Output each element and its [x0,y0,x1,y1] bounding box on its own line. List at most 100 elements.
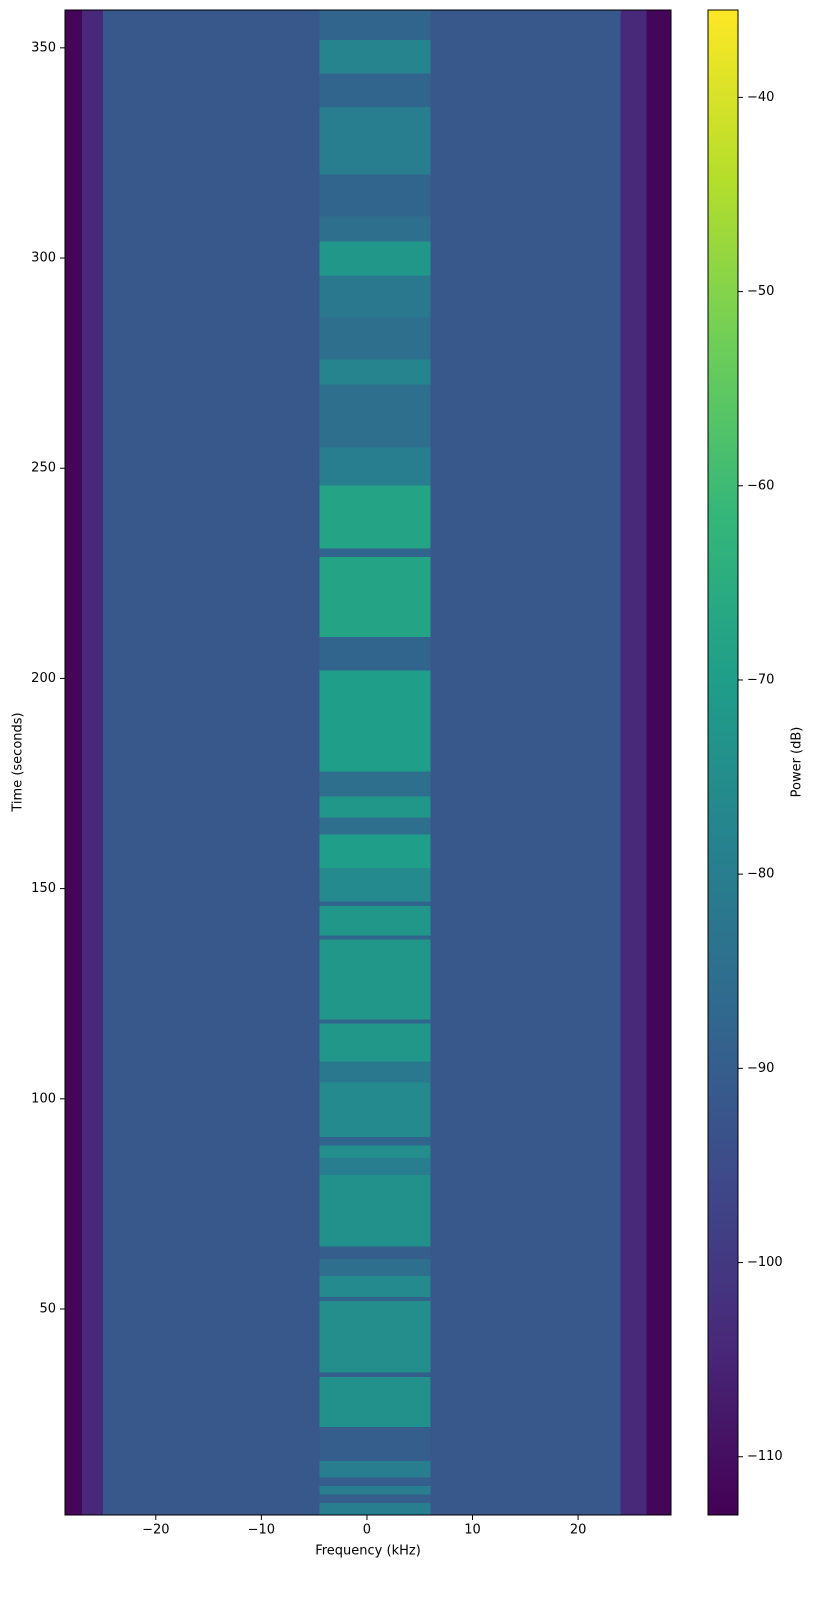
heatmap-cell [103,670,320,772]
heatmap-cell [620,1493,648,1503]
heatmap-cell [81,636,104,671]
heatmap-cell [646,548,672,558]
heatmap-cell [319,770,431,797]
heatmap-cell [65,274,83,318]
heatmap-cell [81,241,104,276]
x-tick-label: 0 [363,1523,371,1538]
heatmap-cell [81,1060,104,1083]
heatmap-cell [81,1136,104,1146]
y-tick-label: 50 [39,1302,56,1317]
heatmap-cell [81,1258,104,1276]
heatmap-cell [646,1245,672,1260]
heatmap-cell [319,106,431,175]
heatmap-cell [620,548,648,558]
heatmap-cell [620,1145,648,1159]
heatmap-cell [103,905,320,936]
heatmap-cell [319,10,431,40]
heatmap-cell [430,106,621,175]
heatmap-cell [65,770,83,797]
heatmap-cell [65,556,83,637]
heatmap-cell [646,1060,672,1083]
colorbar-tick-label: −40 [747,90,774,105]
heatmap-cell [81,106,104,175]
heatmap-cell [103,1372,320,1377]
heatmap-cell [81,1477,104,1487]
heatmap-cell [103,548,320,558]
heatmap-cell [646,447,672,486]
heatmap-cell [81,358,104,385]
heatmap-cell [65,939,83,1020]
heatmap-cell [319,1376,431,1428]
heatmap-cell [430,1136,621,1146]
heatmap-cell [430,1477,621,1487]
y-tick-label: 150 [31,881,56,896]
heatmap-cell [430,1493,621,1503]
heatmap-cell [430,1502,621,1516]
heatmap-cell [81,316,104,360]
heatmap-cell [646,796,672,818]
heatmap-cell [646,636,672,671]
heatmap-cell [65,867,83,902]
heatmap-cell [319,1372,431,1377]
heatmap-cell [646,934,672,940]
heatmap-cell [646,1174,672,1247]
heatmap-cell [81,173,104,217]
heatmap-cell [319,1157,431,1175]
heatmap-cell [65,1245,83,1260]
heatmap-cell [319,1060,431,1083]
heatmap-cell [620,1275,648,1297]
heatmap-cell [103,215,320,242]
y-tick-label: 200 [31,671,56,686]
heatmap-cell [103,447,320,486]
heatmap-cell [646,1023,672,1062]
heatmap-cell [620,1023,648,1062]
heatmap-cell [430,73,621,108]
heatmap-cell [81,1493,104,1503]
heatmap-cell [81,1023,104,1062]
heatmap-cell [430,215,621,242]
heatmap-cell [430,1081,621,1138]
heatmap-cell [103,1245,320,1260]
heatmap-cell [620,934,648,940]
heatmap-cell [620,215,648,242]
y-tick-label: 350 [31,40,56,55]
heatmap-cell [430,1145,621,1159]
heatmap-cell [430,1296,621,1302]
heatmap-cell [430,384,621,448]
heatmap-cell [430,1275,621,1297]
heatmap-cell [65,39,83,74]
heatmap-cell [319,1258,431,1276]
heatmap-cell [65,173,83,217]
heatmap-cell [646,274,672,318]
heatmap-cell [81,1245,104,1260]
heatmap-cell [620,1485,648,1495]
y-tick-label: 100 [31,1091,56,1106]
heatmap-cell [430,796,621,818]
heatmap-cell [81,670,104,772]
heatmap-cell [103,1485,320,1495]
heatmap-cell [103,934,320,940]
heatmap-cell [319,1145,431,1159]
heatmap-cell [81,770,104,797]
heatmap-cell [65,1136,83,1146]
heatmap-cell [65,241,83,276]
heatmap-cell [430,670,621,772]
heatmap-cell [103,1300,320,1373]
heatmap-cell [65,1300,83,1373]
heatmap-cell [81,1174,104,1247]
heatmap-cell [319,939,431,1020]
heatmap-cell [81,384,104,448]
heatmap-cell [319,316,431,360]
heatmap-cell [65,1174,83,1247]
heatmap-cell [646,173,672,217]
x-axis-label: Frequency (kHz) [315,1544,421,1559]
heatmap-cell [430,548,621,558]
heatmap-cell [430,485,621,549]
heatmap-cell [646,1460,672,1478]
heatmap-cell [65,106,83,175]
heatmap-cell [620,1060,648,1083]
heatmap-cell [81,901,104,906]
heatmap-cell [103,1081,320,1138]
y-axis-label: Time (seconds) [11,712,26,812]
heatmap-cell [430,10,621,40]
